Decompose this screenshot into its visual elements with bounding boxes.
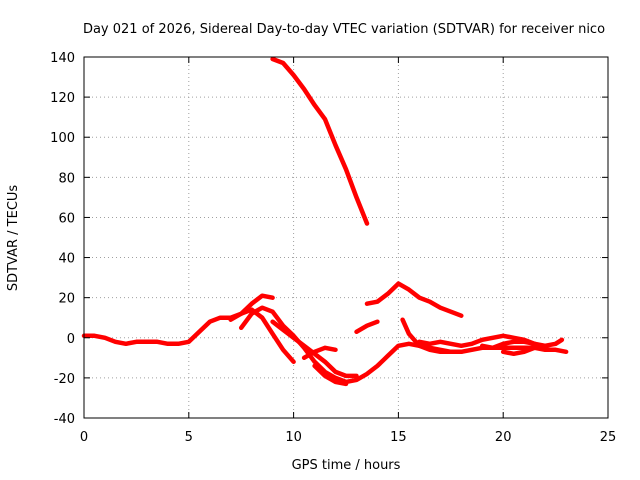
series-line-sat-b xyxy=(81,293,275,347)
y-tick-label: 120 xyxy=(50,91,75,106)
y-tick-label: 80 xyxy=(58,171,75,186)
series-line-sat-l xyxy=(479,337,565,351)
y-tick-label: 140 xyxy=(50,51,75,66)
y-tick-label: 60 xyxy=(58,211,75,226)
x-tick-label: 20 xyxy=(495,430,512,445)
series-layer xyxy=(81,56,569,387)
axis-ticks: -40 -20 0 20 40 60 80 100 120 140 0 5 10 15 20 25 xyxy=(50,51,616,445)
chart-title: Day 021 of 2026, Sidereal Day-to-day VTE… xyxy=(83,22,605,37)
y-tick-label: 40 xyxy=(58,252,75,267)
series-line-sat-c xyxy=(228,307,296,365)
y-tick-label: 20 xyxy=(58,292,75,307)
series-line-sat-a xyxy=(270,56,370,226)
y-tick-label: 100 xyxy=(50,131,75,146)
y-tick-label: -20 xyxy=(54,372,75,387)
x-axis-label: GPS time / hours xyxy=(292,458,401,473)
grid-lines xyxy=(84,57,608,418)
series-line-sat-m xyxy=(500,343,548,357)
x-tick-label: 10 xyxy=(285,430,302,445)
x-tick-label: 25 xyxy=(600,430,617,445)
x-tick-label: 0 xyxy=(80,430,88,445)
series-line-sat-i xyxy=(364,281,464,318)
x-tick-label: 15 xyxy=(390,430,407,445)
y-axis-label: SDTVAR / TECUs xyxy=(6,185,21,292)
series-line-sat-h xyxy=(354,319,380,335)
x-tick-label: 5 xyxy=(185,430,193,445)
y-tick-label: 0 xyxy=(67,332,75,347)
y-tick-label: -40 xyxy=(54,412,75,427)
series-line-sat-f xyxy=(301,345,338,361)
plot-frame xyxy=(83,56,609,419)
series-line-sat-g xyxy=(312,363,349,387)
